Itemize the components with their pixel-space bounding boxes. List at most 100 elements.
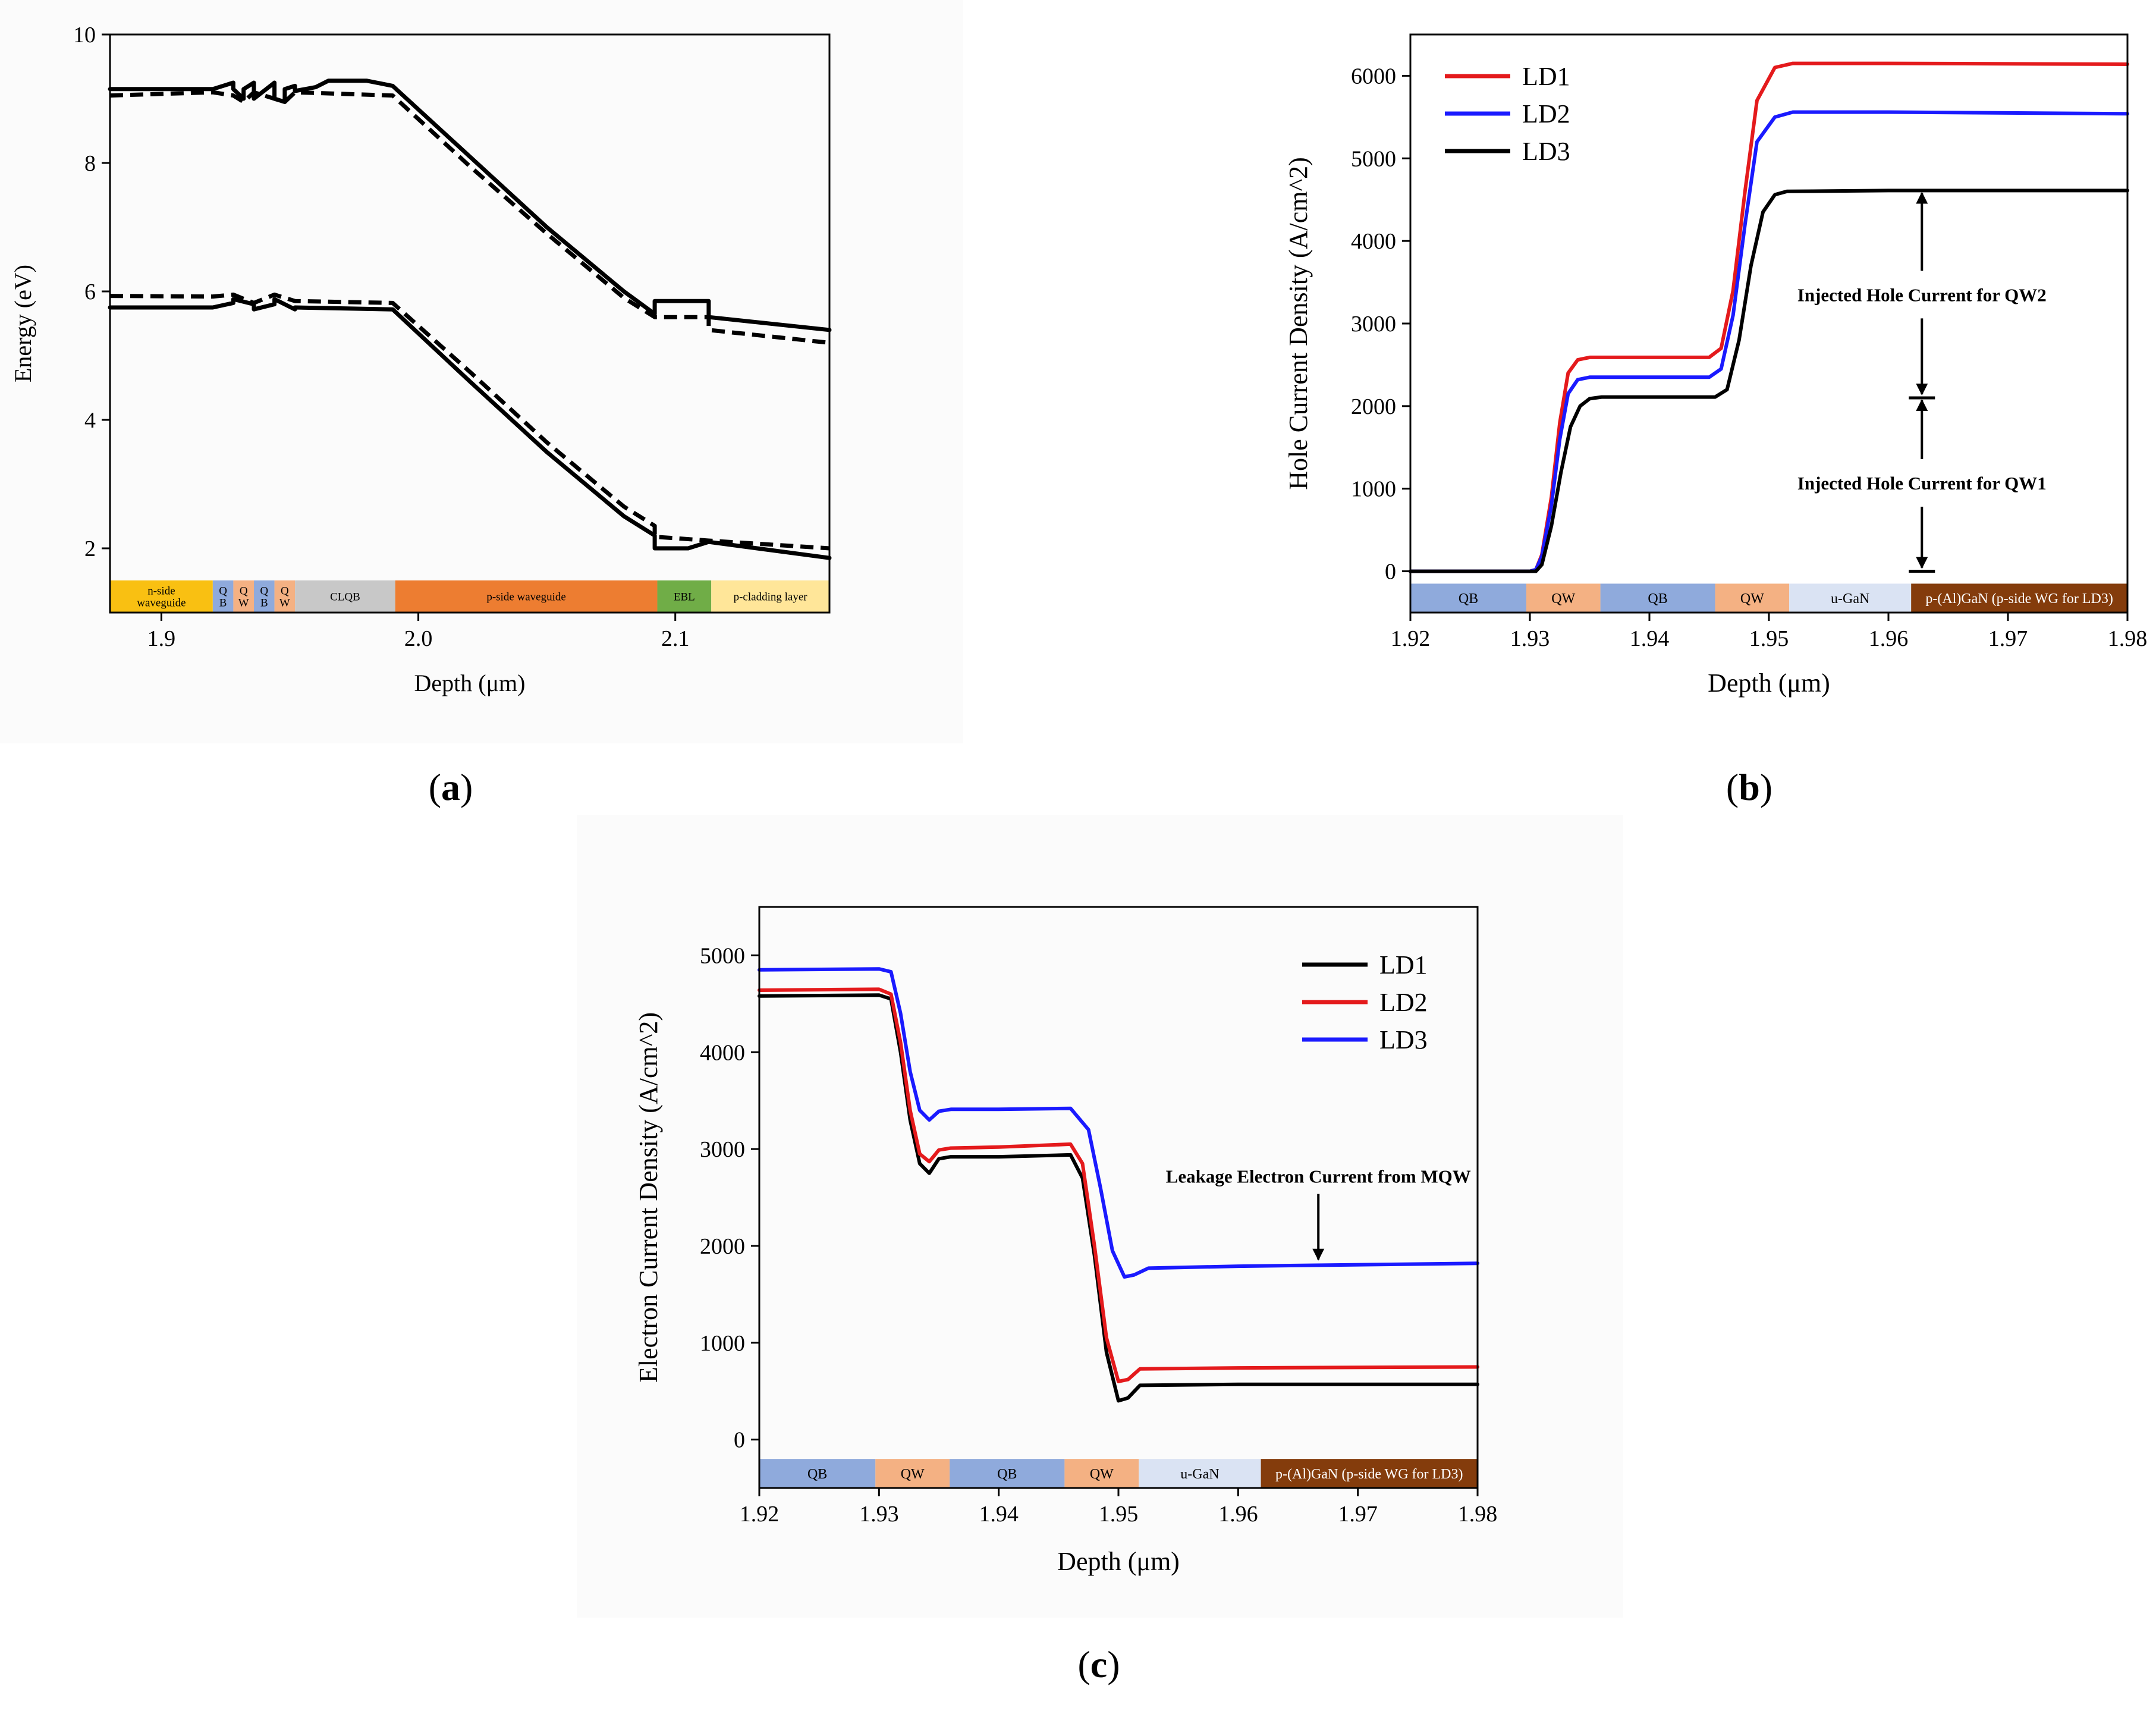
panel-label: (b) (1726, 766, 1772, 808)
y-tick-label: 3000 (700, 1137, 745, 1162)
layer-band-0 (1410, 583, 1526, 613)
layer-band-2 (1600, 583, 1715, 613)
layer-band-label: p-(Al)GaN (p-side WG for LD3) (1275, 1467, 1463, 1482)
layer-band-label: u-GaN (1831, 591, 1869, 607)
legend-label: LD3 (1522, 137, 1570, 166)
y-tick-label: 8 (84, 151, 96, 176)
x-tick-label: 1.96 (1218, 1502, 1258, 1527)
x-tick-label: 2.1 (661, 626, 690, 651)
layer-band-6 (395, 580, 658, 613)
layer-band-label: Q (219, 585, 227, 598)
legend-label: LD3 (1379, 1025, 1428, 1054)
x-tick-label: 1.96 (1869, 626, 1909, 651)
layer-band-label: QW (1090, 1467, 1114, 1482)
x-tick-label: 1.97 (1988, 626, 2028, 651)
series-line-ld1 (1409, 61, 2129, 573)
x-tick-label: 1.92 (740, 1502, 780, 1527)
y-tick-label: 4000 (1351, 229, 1396, 254)
panel-a-background (0, 0, 963, 743)
layer-band-label: Q (260, 585, 268, 598)
layer-band-7 (657, 580, 712, 613)
layer-band-2 (950, 1459, 1065, 1488)
layer-band-5 (295, 580, 395, 613)
x-tick-label: 1.95 (1099, 1502, 1139, 1527)
layer-band-3 (1715, 583, 1790, 613)
plot-frame (109, 33, 831, 614)
layer-band-3 (1064, 1459, 1139, 1488)
series-line-ld3 (758, 967, 1479, 1279)
panel-c-background (577, 815, 1623, 1618)
y-tick-label: 0 (1385, 560, 1396, 585)
y-tick-label: 10 (73, 23, 96, 48)
x-tick-label: 1.95 (1749, 626, 1789, 651)
layer-band-label: QW (1551, 591, 1575, 607)
layer-band-1 (875, 1459, 950, 1488)
layer-band-label: B (260, 597, 268, 610)
series-line-valence-band-solid- (108, 297, 832, 560)
layer-band-2 (233, 580, 254, 613)
y-tick-label: 1000 (1351, 477, 1396, 502)
layer-band-label: QB (1648, 591, 1667, 607)
legend-label: LD1 (1379, 950, 1428, 979)
panel-b: QB QW QB QW u-GaN p-(Al)GaN (p-side WG for LD… (1284, 33, 2148, 808)
annotation-text: Injected Hole Current for QW1 (1797, 473, 2047, 494)
y-axis-label: Electron Current Density (A/cm^2) (634, 1012, 663, 1383)
layer-band-label: B (219, 597, 227, 610)
y-tick-label: 0 (734, 1428, 745, 1453)
layer-band-1 (1526, 583, 1601, 613)
series-line-ld2 (1409, 110, 2129, 573)
y-tick-label: 2000 (1351, 394, 1396, 419)
series-line-conduction-band-dashed- (109, 90, 830, 345)
x-axis-label: Depth (μm) (414, 670, 526, 696)
panel-label: (a) (429, 766, 473, 808)
x-tick-label: 1.93 (859, 1502, 899, 1527)
layer-band-label: QB (1459, 591, 1478, 607)
plot-frame (1409, 33, 2129, 614)
y-tick-label: 2 (84, 536, 96, 561)
legend-label: LD1 (1522, 62, 1570, 91)
y-axis-label: Hole Current Density (A/cm^2) (1284, 157, 1313, 490)
layer-band-0 (759, 1459, 876, 1488)
y-tick-label: 2000 (700, 1234, 745, 1259)
layer-band-label: QW (901, 1467, 925, 1482)
layer-band-label: QB (807, 1467, 827, 1482)
y-tick-label: 4 (84, 408, 96, 433)
x-tick-label: 1.98 (1458, 1502, 1498, 1527)
y-axis-label: Energy (eV) (10, 265, 36, 382)
layer-band-5 (1911, 583, 2127, 613)
layer-band-label: u-GaN (1180, 1467, 1219, 1482)
layer-band-label: CLQB (330, 591, 360, 604)
x-tick-label: 1.92 (1391, 626, 1431, 651)
y-tick-label: 6 (84, 280, 96, 304)
layer-band-5 (1261, 1459, 1478, 1488)
annotation-text: Leakage Electron Current from MQW (1166, 1166, 1471, 1187)
panel-c: QB QW QB QW u-GaN p-(Al)GaN (p-side WG for LD… (634, 906, 1498, 1685)
layer-band-4 (1139, 1459, 1261, 1488)
layer-band-label: waveguide (137, 597, 186, 610)
layer-band-0 (110, 580, 213, 613)
series-line-ld3 (1409, 189, 2129, 573)
x-tick-label: 1.93 (1510, 626, 1550, 651)
layer-band-label: QB (997, 1467, 1017, 1482)
layer-band-label: p-(Al)GaN (p-side WG for LD3) (1925, 591, 2113, 607)
series-line-ld2 (758, 987, 1479, 1383)
layer-band-label: W (238, 597, 249, 610)
panel-label: (c) (1077, 1643, 1120, 1685)
layer-band-4 (274, 580, 296, 613)
layer-band-label: W (279, 597, 290, 610)
layer-band-label: n-side (147, 585, 175, 598)
annotation-text: Injected Hole Current for QW2 (1797, 284, 2047, 305)
x-tick-label: 1.97 (1338, 1502, 1378, 1527)
layer-band-label: Q (240, 585, 248, 598)
y-tick-label: 5000 (1351, 146, 1396, 171)
series-line-conduction-band-solid- (108, 79, 832, 332)
layer-band-3 (254, 580, 275, 613)
x-tick-label: 1.9 (147, 626, 176, 651)
x-tick-label: 1.98 (2108, 626, 2148, 651)
layer-band-label: Q (281, 585, 289, 598)
layer-band-label: p-cladding layer (734, 591, 808, 604)
layer-band-1 (212, 580, 234, 613)
y-tick-label: 5000 (700, 943, 745, 968)
